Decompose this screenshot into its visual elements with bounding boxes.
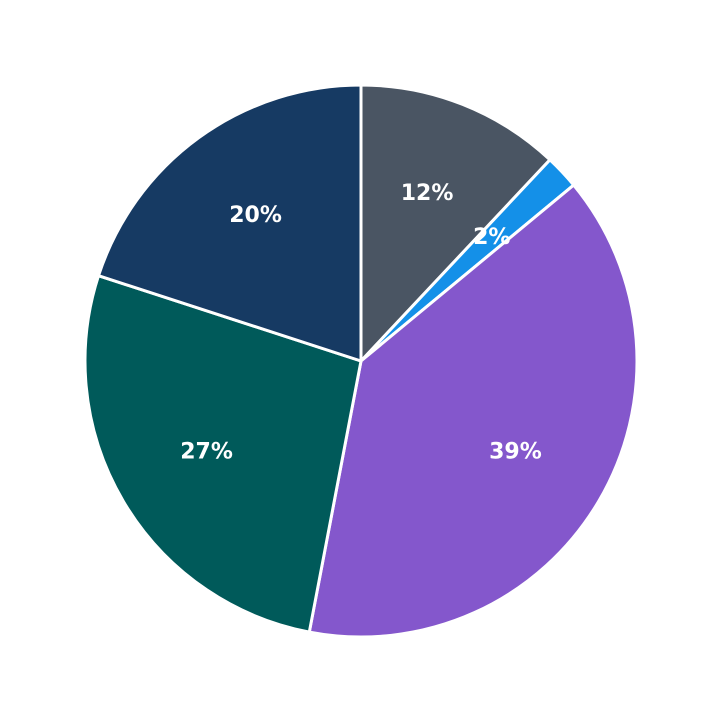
slice-label: 39%: [489, 439, 542, 464]
slice-label: 20%: [229, 203, 282, 228]
pie-slice: [83, 274, 363, 634]
slice-label: 12%: [401, 181, 454, 206]
slice-label: 2%: [473, 225, 510, 250]
pie-slice: [307, 183, 639, 639]
slice-label: 27%: [180, 439, 233, 464]
pie-slice: [97, 83, 363, 363]
pie-slice: [359, 83, 552, 363]
